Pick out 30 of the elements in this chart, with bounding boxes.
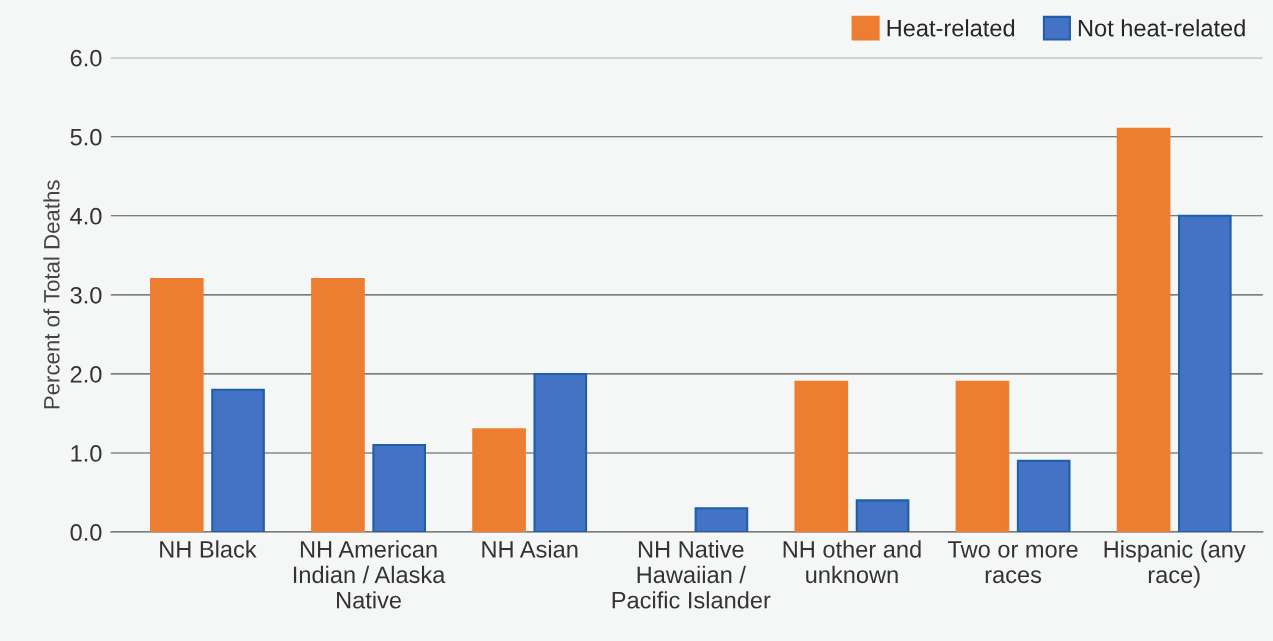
x-tick-label: NH Black [160,540,257,558]
x-tick-label: Two or more races [948,541,1078,584]
x-tick-label: Hispanic (any race) [1104,540,1246,588]
x-tick-label: NH Asian [482,540,578,558]
x-tick-label: NH American Indian / Alaska Native [293,540,446,609]
bar [533,372,588,533]
bar [472,428,526,533]
y-tick-label: 5.0 [70,128,102,146]
bar [1177,214,1232,533]
bar [149,278,204,533]
y-tick-label: 1.0 [71,445,102,462]
y-axis-title: Percent of Total Deaths [43,180,60,409]
y-tick-label: 3.0 [70,286,102,304]
legend-label: Heat-related [887,19,1015,37]
bar [311,278,365,533]
y-tick-label: 4.0 [70,207,102,225]
bar [955,380,1010,533]
bar [694,507,749,533]
bar [372,444,426,533]
bar [855,499,910,533]
bar [794,380,849,533]
x-tick-label: NH Native Hawaiian / Pacific Islander [612,540,771,609]
y-tick-label: 2.0 [70,365,102,383]
bar [1016,459,1071,533]
bar [1116,127,1171,533]
y-tick-label: 0.0 [70,524,102,541]
x-tick-label: NH other and unknown [783,540,921,584]
y-tick-label: 6.0 [70,49,102,67]
bar [211,388,265,533]
legend-label: Not heat-related [1078,19,1245,37]
